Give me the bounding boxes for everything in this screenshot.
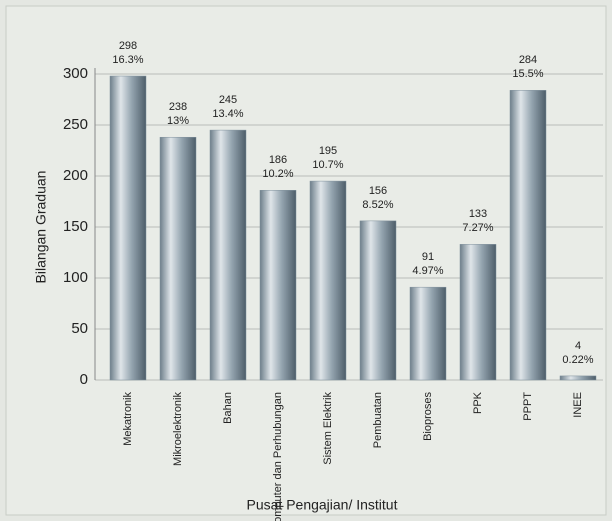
data-label: 91: [422, 251, 434, 263]
x-tick-label: Sistem Elektrik: [322, 392, 334, 465]
percent-label: 10.7%: [312, 159, 343, 171]
bar: [359, 220, 397, 381]
bar: [209, 129, 247, 381]
panel: [5, 5, 607, 516]
data-label: 238: [169, 101, 187, 113]
bar: [309, 180, 347, 381]
bar: [409, 286, 447, 381]
bar: [559, 375, 597, 381]
data-label: 195: [319, 145, 337, 157]
percent-label: 8.52%: [362, 199, 393, 211]
percent-label: 13%: [167, 115, 189, 127]
x-tick-label: Mekatronik: [122, 392, 134, 446]
y-tick-label: 50: [71, 320, 88, 337]
x-tick-label: PPPT: [522, 392, 534, 421]
percent-label: 15.5%: [512, 68, 543, 80]
y-tick-label: 200: [63, 167, 88, 184]
data-label: 4: [575, 340, 581, 352]
data-label: 133: [469, 208, 487, 220]
y-tick-label: 300: [63, 65, 88, 82]
bar: [109, 75, 147, 381]
x-tick-label: Bioproses: [422, 392, 434, 441]
percent-label: 0.22%: [562, 354, 593, 366]
data-label: 298: [119, 40, 137, 52]
x-tick-label: INEE: [572, 392, 584, 418]
data-label: 186: [269, 154, 287, 166]
y-tick-label: 100: [63, 269, 88, 286]
data-label: 156: [369, 185, 387, 197]
bar: [509, 90, 547, 381]
x-axis-label: Pusat Pengajian/ Institut: [247, 497, 398, 513]
bar: [459, 244, 497, 381]
data-label: 284: [519, 54, 537, 66]
data-label: 245: [219, 94, 237, 106]
bar: [259, 190, 297, 381]
x-tick-label: Pembuatan: [372, 392, 384, 448]
x-tick-label: Komputer dan Perhubungan: [272, 392, 284, 521]
percent-label: 4.97%: [412, 265, 443, 277]
y-axis-label: Bilangan Graduan: [33, 171, 49, 284]
percent-label: 16.3%: [112, 54, 143, 66]
y-tick-label: 150: [63, 218, 88, 235]
percent-label: 10.2%: [262, 168, 293, 180]
y-tick-label: 0: [80, 371, 88, 388]
x-tick-label: Mikroelektronik: [172, 392, 184, 466]
x-tick-label: PPK: [472, 391, 484, 414]
percent-label: 7.27%: [462, 222, 493, 234]
x-tick-label: Bahan: [222, 392, 234, 424]
y-tick-label: 250: [63, 116, 88, 133]
bar: [159, 136, 197, 381]
percent-label: 13.4%: [212, 108, 243, 120]
